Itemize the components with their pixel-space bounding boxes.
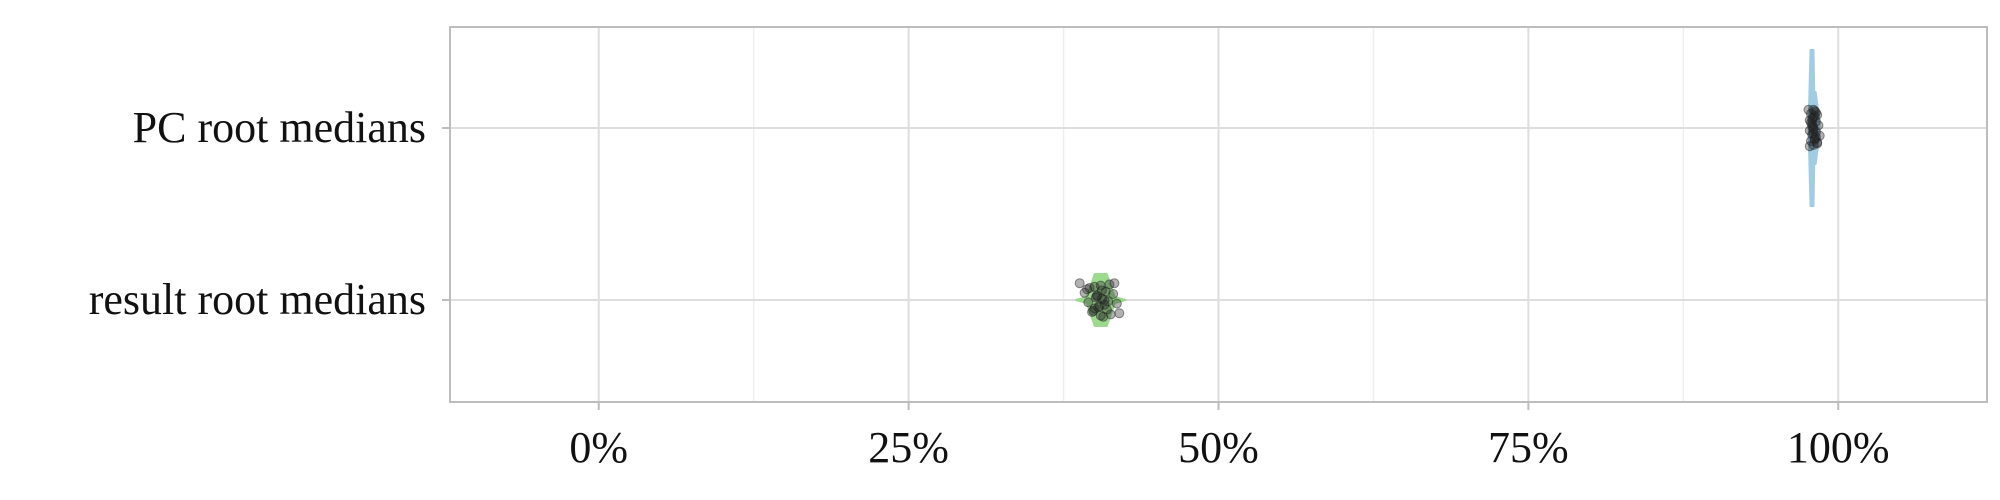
x-tick-label: 75%: [1488, 423, 1569, 472]
axis-layer: 0% 25% 50% 75% 100% PC root medians result roo…: [89, 103, 1890, 472]
jitter-point: [1807, 121, 1818, 132]
jitter-point: [1109, 278, 1120, 289]
violin-layer: [1074, 49, 1821, 327]
x-tick-label: 100%: [1787, 423, 1890, 472]
points-layer: [1074, 104, 1825, 322]
jitter-point: [1808, 104, 1819, 115]
jitter-point: [1098, 311, 1109, 322]
y-category-label: PC root medians: [133, 103, 426, 152]
jitter-point: [1111, 298, 1122, 309]
y-category-label: result root medians: [89, 275, 426, 324]
jitter-point: [1089, 303, 1100, 314]
jitter-point: [1099, 299, 1110, 310]
jitter-point: [1083, 297, 1094, 308]
jitter-point: [1092, 290, 1103, 301]
jitter-point: [1105, 309, 1116, 320]
jitter-point: [1114, 308, 1125, 319]
jitter-point: [1108, 289, 1119, 299]
x-tick-label: 0%: [569, 423, 628, 472]
x-tick-label: 25%: [868, 423, 949, 472]
jitter-point: [1804, 141, 1815, 152]
jitter-point: [1095, 280, 1106, 291]
violin-result: [1074, 273, 1127, 327]
jitter-point: [1074, 278, 1085, 289]
jitter-point: [1082, 284, 1093, 295]
jitter-point: [1103, 296, 1114, 307]
jitter-point: [1096, 293, 1107, 304]
grid-layer: [450, 27, 1987, 402]
jitter-point: [1810, 132, 1821, 143]
x-tick-label: 50%: [1178, 423, 1259, 472]
